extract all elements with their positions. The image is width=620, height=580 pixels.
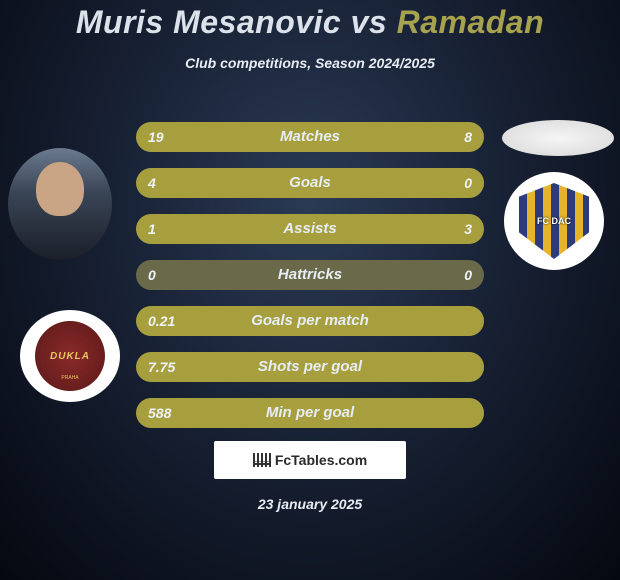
stat-row: 4Goals0 [136, 168, 484, 198]
player2-name: Ramadan [397, 4, 545, 40]
club1-sublabel: PRAHA [61, 375, 78, 381]
stat-row: 0Hattricks0 [136, 260, 484, 290]
player1-club-badge: DUKLA PRAHA [20, 310, 120, 402]
stat-label: Hattricks [136, 260, 484, 290]
title: Muris Mesanovic vs Ramadan [0, 0, 620, 41]
stat-label: Shots per goal [136, 352, 484, 382]
stat-label: Assists [136, 214, 484, 244]
club1-label: DUKLA [50, 351, 90, 362]
branding-text: FcTables.com [275, 452, 367, 468]
dukla-badge-icon: DUKLA PRAHA [35, 321, 105, 391]
stat-value-right: 0 [464, 260, 472, 290]
stat-label: Goals [136, 168, 484, 198]
player1-name: Muris Mesanovic [76, 4, 341, 40]
stat-value-right: 3 [464, 214, 472, 244]
stat-rows: 19Matches84Goals01Assists30Hattricks00.2… [136, 122, 484, 444]
stat-row: 0.21Goals per match [136, 306, 484, 336]
stat-label: Matches [136, 122, 484, 152]
branding-badge: FcTables.com [214, 441, 406, 479]
player1-avatar [8, 148, 112, 260]
player2-avatar [502, 120, 614, 156]
chart-icon [253, 453, 271, 467]
stat-label: Min per goal [136, 398, 484, 428]
stat-row: 7.75Shots per goal [136, 352, 484, 382]
subtitle: Club competitions, Season 2024/2025 [0, 55, 620, 71]
stat-value-right: 0 [464, 168, 472, 198]
comparison-card: Muris Mesanovic vs Ramadan Club competit… [0, 0, 620, 580]
stat-row: 19Matches8 [136, 122, 484, 152]
date-text: 23 january 2025 [0, 496, 620, 512]
vs-text: vs [351, 4, 388, 40]
dac-badge-icon: FC DAC [519, 183, 589, 259]
player2-club-badge: FC DAC [504, 172, 604, 270]
club2-label: FC DAC [537, 216, 571, 226]
stat-value-right: 8 [464, 122, 472, 152]
stat-row: 1Assists3 [136, 214, 484, 244]
stat-row: 588Min per goal [136, 398, 484, 428]
stat-label: Goals per match [136, 306, 484, 336]
